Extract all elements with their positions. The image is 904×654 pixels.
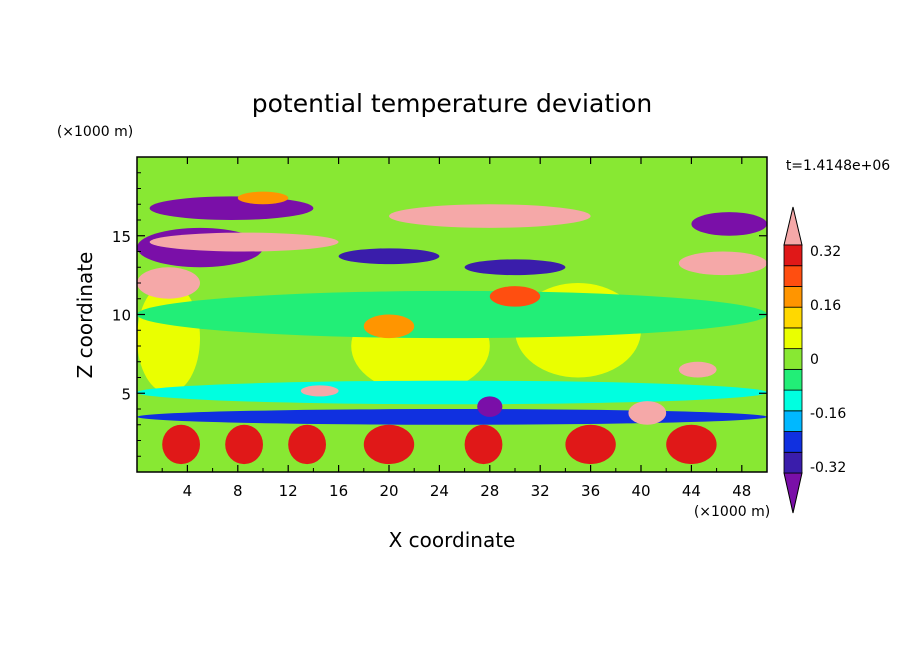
heatmap-region bbox=[666, 424, 717, 465]
heatmap-region bbox=[162, 424, 201, 465]
plot-area bbox=[136, 156, 768, 473]
x-tick-label: 48 bbox=[732, 482, 751, 500]
heatmap-region bbox=[464, 424, 503, 465]
y-tick-label: 15 bbox=[112, 228, 131, 246]
colorbar-segment bbox=[783, 348, 803, 370]
heatmap-region bbox=[149, 196, 314, 220]
heatmap-region bbox=[137, 290, 767, 339]
x-tick-label: 4 bbox=[183, 482, 193, 500]
colorbar-label: -0.16 bbox=[810, 406, 846, 422]
chart-title: potential temperature deviation bbox=[252, 89, 652, 118]
heatmap-region bbox=[691, 212, 767, 236]
y-axis-label: Z coordinate bbox=[73, 252, 97, 379]
heatmap-region bbox=[137, 283, 200, 394]
heatmap-region bbox=[363, 424, 415, 465]
colorbar-segment bbox=[783, 451, 803, 474]
heatmap-region bbox=[565, 424, 616, 465]
colorbar-label: 0.16 bbox=[810, 298, 841, 314]
colorbar: -0.32 -0.16 0 0.16 0.32 bbox=[783, 206, 846, 514]
x-tick-label: 12 bbox=[279, 482, 298, 500]
x-unit-label: (×1000 m) bbox=[694, 504, 770, 520]
colorbar-segment bbox=[783, 286, 803, 308]
x-tick-label: 32 bbox=[531, 482, 550, 500]
colorbar-label: 0 bbox=[810, 352, 819, 368]
heatmap-region bbox=[288, 424, 326, 465]
x-tick-label: 16 bbox=[329, 482, 348, 500]
heatmap-region bbox=[477, 396, 503, 417]
heatmap-region bbox=[225, 424, 263, 465]
heatmap-region bbox=[678, 361, 717, 378]
heatmap-region bbox=[137, 380, 767, 405]
colorbar-label: 0.32 bbox=[810, 244, 841, 260]
time-label: t=1.4148e+06 bbox=[786, 158, 890, 174]
heatmap-region bbox=[137, 267, 200, 299]
x-tick-label: 20 bbox=[379, 482, 398, 500]
heatmap-region bbox=[464, 259, 566, 276]
colorbar-segment bbox=[783, 244, 803, 267]
x-tick-label: 24 bbox=[430, 482, 449, 500]
heatmap-region bbox=[363, 314, 415, 339]
heatmap-region bbox=[237, 191, 289, 205]
heatmap-region bbox=[137, 409, 767, 425]
colorbar-label: -0.32 bbox=[810, 460, 846, 476]
x-axis-ticks: 4 8 12 16 20 24 28 32 36 40 44 48 bbox=[161, 157, 751, 500]
y-tick-label: 10 bbox=[112, 307, 131, 325]
colorbar-segment bbox=[783, 368, 803, 391]
colorbar-extend-high bbox=[783, 206, 803, 246]
colorbar-segment bbox=[783, 265, 803, 287]
colorbar-segment bbox=[783, 306, 803, 329]
y-axis-ticks: 5 10 15 bbox=[112, 172, 767, 457]
colorbar-segment bbox=[783, 389, 803, 412]
heatmap-region bbox=[489, 286, 541, 307]
x-tick-label: 36 bbox=[581, 482, 600, 500]
colorbar-segment bbox=[783, 327, 803, 350]
heatmap-region bbox=[338, 248, 440, 265]
colorbar-extend-low bbox=[783, 472, 803, 514]
x-tick-label: 40 bbox=[631, 482, 650, 500]
heatmap-region bbox=[149, 232, 339, 252]
heatmap-region bbox=[678, 251, 767, 276]
y-tick-label: 5 bbox=[121, 385, 131, 403]
heatmap-regions bbox=[137, 157, 767, 472]
x-tick-label: 8 bbox=[233, 482, 243, 500]
x-tick-label: 44 bbox=[682, 482, 701, 500]
colorbar-segment bbox=[783, 431, 803, 453]
y-unit-label: (×1000 m) bbox=[57, 124, 133, 140]
heatmap-region bbox=[628, 401, 667, 425]
x-tick-label: 28 bbox=[480, 482, 499, 500]
heatmap-region bbox=[389, 204, 591, 228]
colorbar-segment bbox=[783, 410, 803, 432]
x-axis-label: X coordinate bbox=[389, 528, 516, 552]
heatmap-region bbox=[300, 385, 339, 397]
